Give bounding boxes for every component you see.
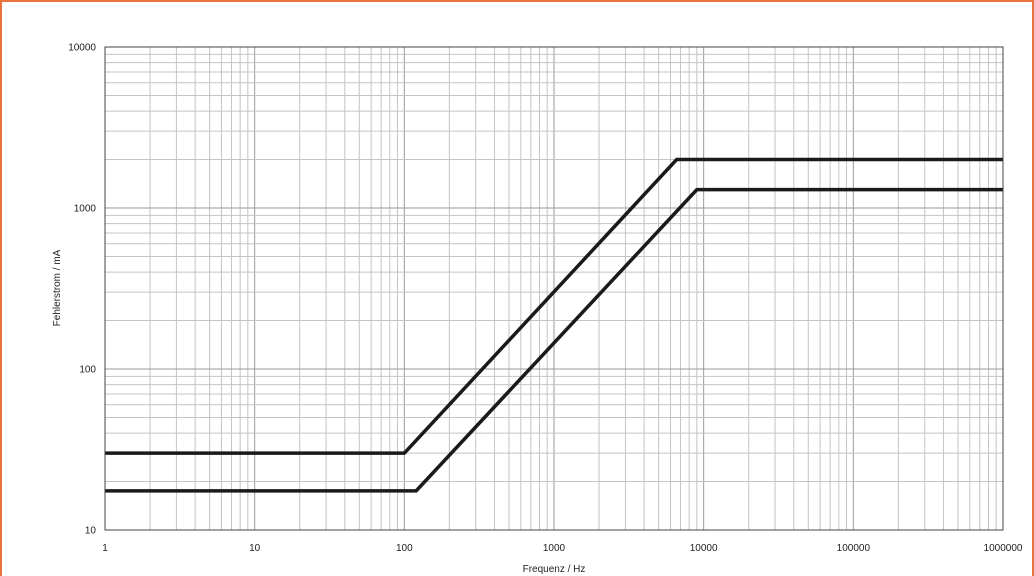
series-layer	[105, 157, 1003, 493]
x-tick-label: 1000000	[984, 543, 1023, 554]
x-tick-label: 1000	[543, 543, 566, 554]
x-axis-title: Frequenz / Hz	[523, 564, 586, 575]
series-line-2	[105, 187, 1003, 493]
y-axis-title: Fehlerstrom / mA	[52, 249, 63, 326]
x-tick-label: 1	[102, 543, 108, 554]
x-tick-label: 10	[249, 543, 261, 554]
x-tick-label: 100	[396, 543, 413, 554]
y-tick-label: 1000	[74, 204, 97, 215]
plot-border	[104, 46, 1004, 531]
x-tick-label: 10000	[690, 543, 718, 554]
x-tick-label: 100000	[837, 543, 871, 554]
y-tick-label: 10	[85, 526, 97, 537]
y-tick-label: 10000	[68, 43, 96, 54]
series-line-1	[105, 157, 1003, 455]
x-tick-labels: 1 10 100 1000 10000 100000 1000000	[102, 543, 1023, 554]
y-tick-labels: 10 100 1000 10000	[68, 43, 96, 537]
y-tick-label: 100	[79, 365, 96, 376]
